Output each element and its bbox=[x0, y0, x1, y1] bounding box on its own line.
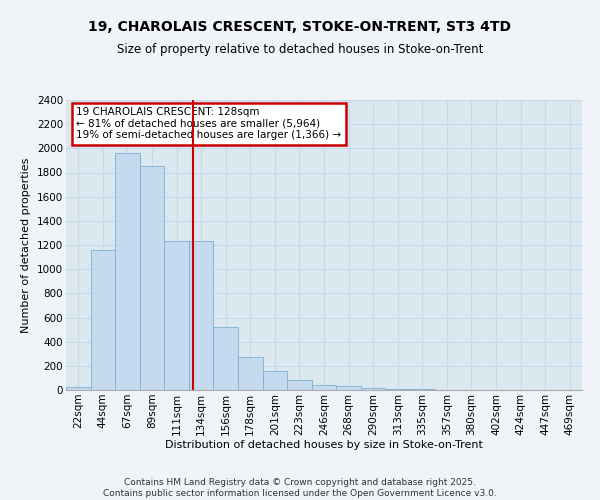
Bar bbox=[361, 388, 385, 390]
Text: 19 CHAROLAIS CRESCENT: 128sqm
← 81% of detached houses are smaller (5,964)
19% o: 19 CHAROLAIS CRESCENT: 128sqm ← 81% of d… bbox=[76, 108, 341, 140]
Bar bbox=[385, 389, 410, 390]
Bar bbox=[91, 250, 115, 390]
Y-axis label: Number of detached properties: Number of detached properties bbox=[22, 158, 31, 332]
Text: Contains HM Land Registry data © Crown copyright and database right 2025.
Contai: Contains HM Land Registry data © Crown c… bbox=[103, 478, 497, 498]
Text: 19, CHAROLAIS CRESCENT, STOKE-ON-TRENT, ST3 4TD: 19, CHAROLAIS CRESCENT, STOKE-ON-TRENT, … bbox=[89, 20, 511, 34]
Bar bbox=[312, 384, 336, 390]
Bar bbox=[140, 166, 164, 390]
Bar bbox=[336, 386, 361, 390]
Bar bbox=[164, 242, 189, 390]
Bar bbox=[263, 372, 287, 390]
Bar bbox=[287, 380, 312, 390]
Bar bbox=[214, 327, 238, 390]
Bar bbox=[238, 357, 263, 390]
Bar bbox=[115, 153, 140, 390]
Bar bbox=[189, 242, 214, 390]
X-axis label: Distribution of detached houses by size in Stoke-on-Trent: Distribution of detached houses by size … bbox=[165, 440, 483, 450]
Text: Size of property relative to detached houses in Stoke-on-Trent: Size of property relative to detached ho… bbox=[117, 42, 483, 56]
Bar bbox=[66, 388, 91, 390]
